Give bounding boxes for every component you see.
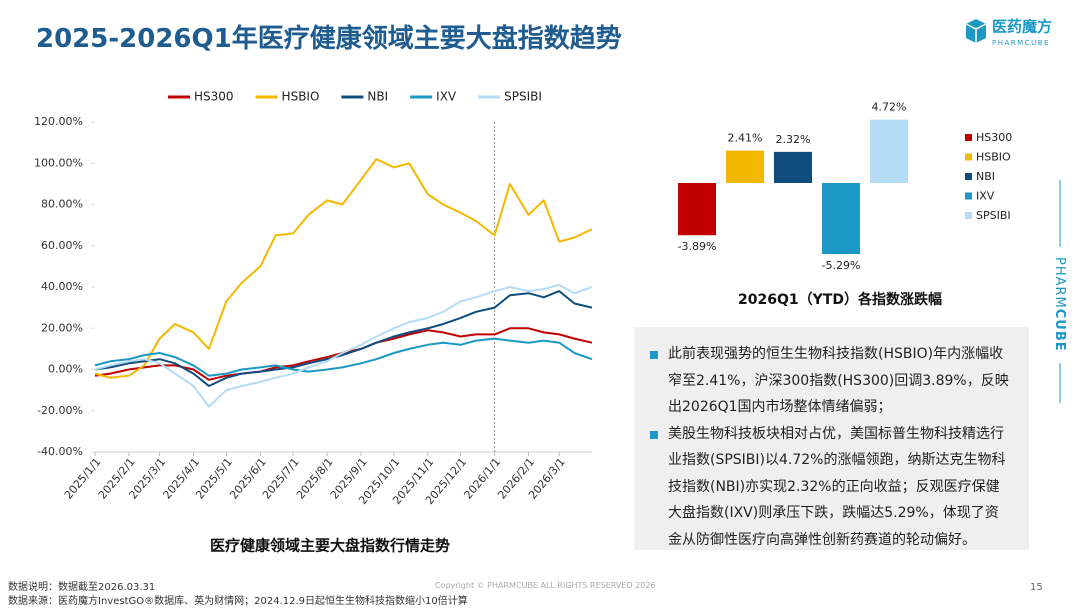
- bar: [774, 151, 812, 183]
- legend-swatch: [965, 134, 972, 141]
- y-tick-label: 80.00%: [41, 198, 83, 211]
- y-tick-label: 40.00%: [41, 280, 83, 293]
- series-line: [94, 337, 593, 377]
- logo-name: 医药魔方: [992, 18, 1052, 36]
- y-tick-label: 0.00%: [48, 363, 83, 376]
- chart-title: 医疗健康领域主要大盘指数行情走势: [210, 537, 450, 555]
- legend-swatch: [965, 212, 972, 219]
- value-label: 4.72%: [872, 101, 907, 114]
- note-bullet: 此前表现强势的恒生生物科技指数(HSBIO)年内涨幅收窄至2.41%，沪深300…: [650, 341, 1011, 421]
- chart-title: 2026Q1（YTD）各指数涨跌幅: [738, 291, 942, 308]
- note-bullet: 美股生物科技板块相对占优，美国标普生物科技精选行业指数(SPSIBI)以4.72…: [650, 421, 1011, 554]
- y-tick-label: 120.00%: [34, 115, 83, 128]
- logo-icon-lines: [965, 23, 987, 43]
- logo: 医药魔方 PHARMCUBE: [965, 18, 1052, 47]
- legend-label: HSBIO: [282, 90, 320, 104]
- page-number: 15: [1030, 582, 1043, 593]
- legend-label: IXV: [976, 190, 995, 203]
- value-label: 2.32%: [776, 133, 811, 146]
- footer-note: 数据来源：医药魔方InvestGO®数据库、英为财情网；2024.12.9日起恒…: [8, 596, 468, 607]
- value-label: -3.89%: [678, 240, 717, 253]
- slide-title: 2025-2026Q1年医疗健康领域主要大盘指数趋势: [36, 24, 622, 54]
- y-tick-label: 60.00%: [41, 239, 83, 252]
- value-label: -5.29%: [822, 259, 861, 272]
- legend-label: HS300: [194, 90, 234, 104]
- y-tick-label: 20.00%: [41, 321, 83, 334]
- series-line: [94, 158, 593, 379]
- legend-swatch: [965, 192, 972, 200]
- bar: [726, 150, 764, 183]
- legend-swatch: [965, 173, 972, 180]
- bar: [870, 119, 908, 183]
- line-chart: -40.00% -20.00% 0.00% 20.00% 40.00% 60.00% 80.…: [34, 90, 593, 555]
- side-text-a: PHARM: [1053, 257, 1068, 309]
- series-line: [94, 283, 593, 408]
- legend-label: HS300: [976, 131, 1012, 144]
- notes-box: 此前表现强势的恒生生物科技指数(HSBIO)年内涨幅收窄至2.41%，沪深300…: [634, 327, 1029, 550]
- footer-note: 数据说明：数据截至2026.03.31: [8, 582, 156, 593]
- legend-label: NBI: [976, 170, 995, 183]
- y-tick-label: 100.00%: [34, 156, 83, 169]
- logo-sub: PHARMCUBE: [992, 39, 1050, 47]
- y-tick-label: -40.00%: [37, 445, 83, 458]
- legend-label: SPSIBI: [504, 90, 542, 104]
- legend-swatch: [965, 153, 972, 161]
- legend-label: IXV: [436, 90, 457, 104]
- legend-label: SPSIBI: [976, 209, 1011, 222]
- legend-label: HSBIO: [976, 151, 1011, 164]
- bar: [822, 183, 860, 254]
- side-label: PHARMCUBE: [1053, 180, 1068, 403]
- value-label: 2.41%: [728, 132, 763, 145]
- copyright: Copyright © PHARMCUBE ALL RIGHTS RESERVE…: [435, 581, 656, 590]
- y-tick-label: -20.00%: [37, 404, 83, 417]
- side-text: PHARMCUBE: [1053, 257, 1068, 352]
- side-text-b: CUBE: [1053, 309, 1068, 352]
- series-line: [94, 290, 593, 387]
- legend-label: NBI: [367, 90, 388, 104]
- bar-chart: -3.89% HS300 2.41% HSBIO 2.32% NBI -5.29% IXV 4.…: [678, 101, 1013, 308]
- bar: [678, 183, 716, 236]
